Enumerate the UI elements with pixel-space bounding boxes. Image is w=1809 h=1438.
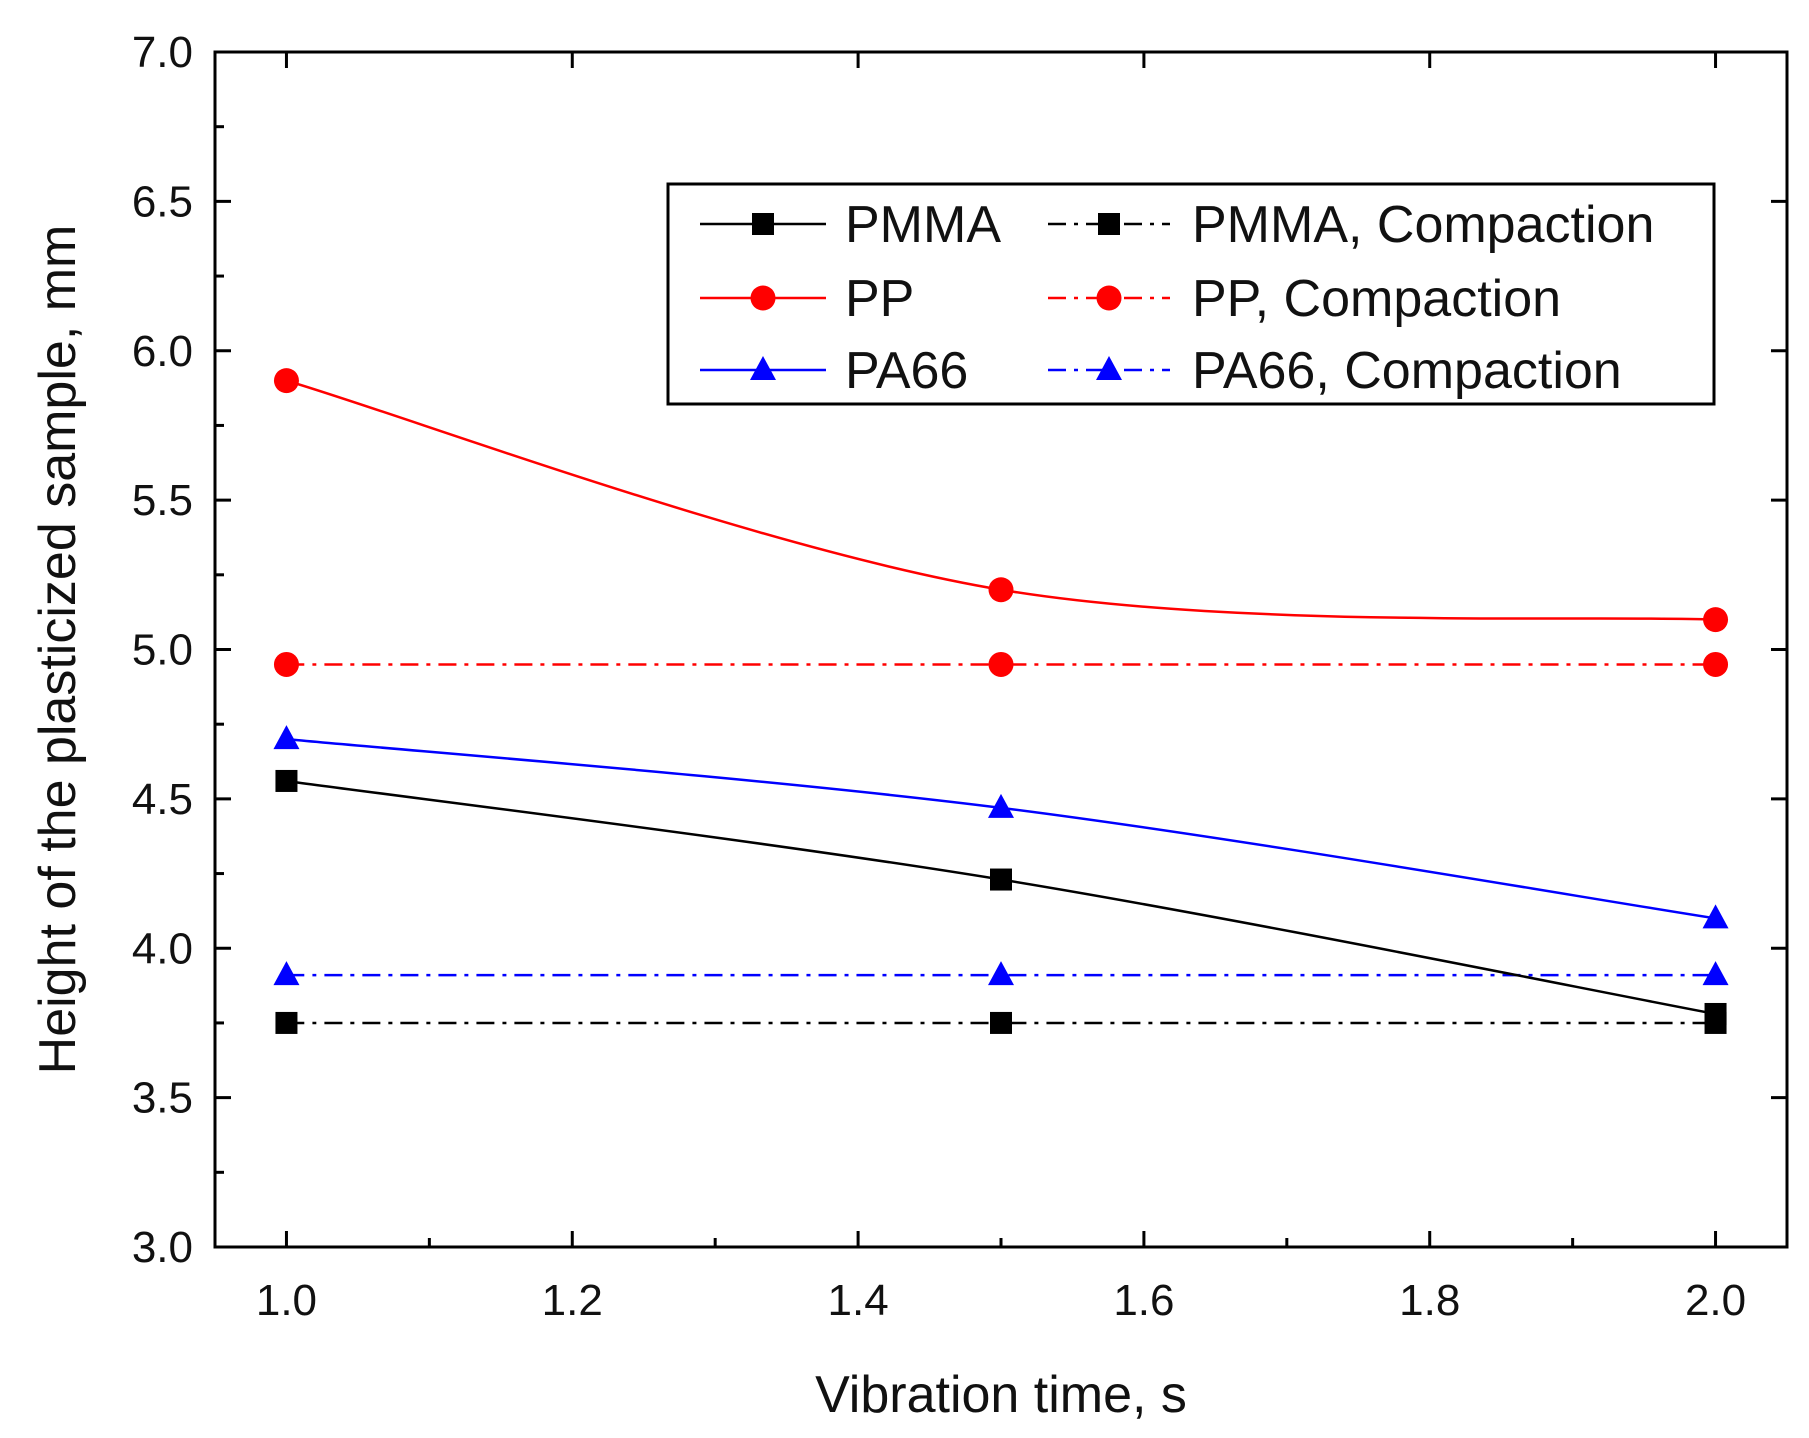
axes: 3.0 3.5 4.0 4.5 5.0 5.5 6.0 6.5 7.0 1.0 1.2 1.4 1.6 1… [132, 28, 1787, 1325]
data-point-pa66 [988, 793, 1014, 818]
series-pmma [275, 769, 1727, 1025]
legend-label: PP [845, 270, 914, 328]
y-tick-label: 5.5 [132, 476, 193, 525]
y-tick-label: 4.0 [132, 924, 193, 973]
series-pp [273, 368, 1729, 633]
x-tick-label: 1.0 [256, 1276, 317, 1325]
y-tick-label: 4.5 [132, 775, 193, 824]
y-tick-label: 6.5 [132, 177, 193, 226]
legend-marker [1098, 213, 1120, 235]
data-point-pmma-compaction [990, 1011, 1012, 1034]
series-pp-compaction [273, 651, 1729, 677]
y-tick-label: 5.0 [132, 626, 193, 675]
legend-label: PA66, Compaction [1192, 342, 1622, 400]
legend-marker [1096, 285, 1122, 311]
legend-label: PA66 [845, 342, 968, 400]
legend-marker [1096, 356, 1122, 380]
x-tick-label: 1.8 [1399, 1276, 1460, 1325]
y-tick-label: 3.5 [132, 1074, 193, 1123]
data-point-pp-compaction [988, 651, 1014, 677]
legend-label: PMMA [845, 196, 1001, 254]
series-pa66-compaction [273, 961, 1729, 986]
series-layer [273, 368, 1729, 1034]
data-point-pa66 [1702, 904, 1729, 929]
data-point-pa66-compaction [1702, 961, 1729, 986]
legend-marker [752, 213, 774, 235]
data-point-pp-compaction [273, 651, 299, 677]
y-tick-label: 7.0 [132, 28, 193, 77]
legend-frame [666, 182, 1716, 406]
y-tick-label: 3.0 [132, 1223, 193, 1272]
data-point-pmma [990, 868, 1012, 891]
y-tick-label: 6.0 [132, 327, 193, 376]
x-tick-label: 1.4 [828, 1276, 889, 1325]
y-axis-title: Height of the plasticized sample, mm [29, 225, 87, 1075]
data-point-pmma [275, 769, 298, 792]
x-tick-label: 1.2 [542, 1276, 603, 1325]
legend-marker [750, 356, 776, 380]
series-pa66 [273, 725, 1729, 929]
legend-label: PP, Compaction [1192, 270, 1561, 328]
data-point-pa66-compaction [988, 961, 1014, 986]
legend: PMMA PMMA, Compaction PP PP, Compaction PA66… [666, 182, 1716, 406]
data-point-pp-compaction [1703, 651, 1729, 677]
legend-label: PMMA, Compaction [1192, 196, 1654, 254]
data-point-pmma-compaction [275, 1011, 298, 1034]
data-point-pp [988, 577, 1014, 603]
data-point-pp [1703, 607, 1729, 633]
data-point-pp [273, 368, 299, 394]
data-point-pmma [1704, 1002, 1727, 1025]
x-tick-label: 2.0 [1685, 1276, 1746, 1325]
data-point-pa66 [273, 725, 300, 750]
x-axis-title: Vibration time, s [815, 1366, 1187, 1424]
legend-marker [750, 285, 776, 311]
x-tick-label: 1.6 [1113, 1276, 1174, 1325]
data-point-pa66-compaction [273, 961, 300, 986]
